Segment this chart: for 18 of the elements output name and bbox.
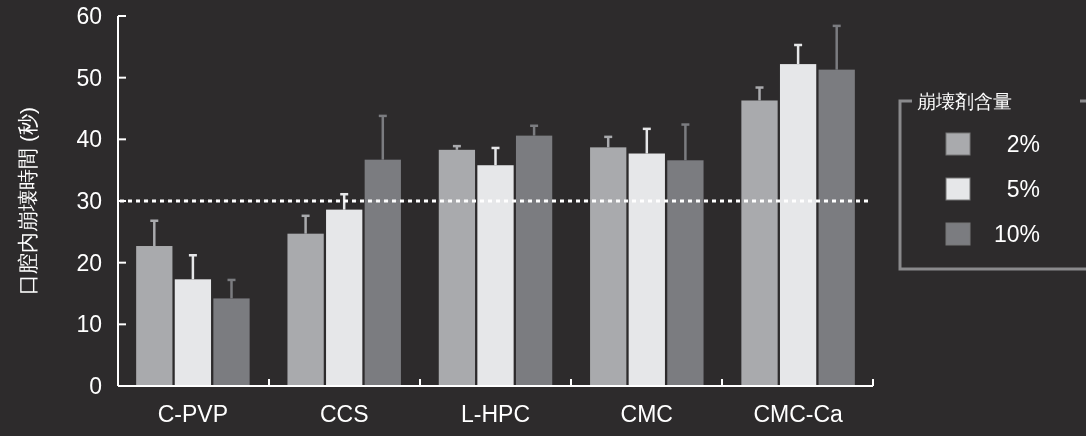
y-tick-label: 20: [76, 249, 102, 276]
x-tick-label: CCS: [319, 401, 369, 427]
y-axis-title: 口腔内崩壊時間 (秒): [16, 107, 39, 295]
y-tick-label: 50: [76, 64, 102, 91]
y-tick-label: 10: [76, 311, 102, 338]
y-tick-label: 40: [76, 126, 102, 153]
bar: [438, 149, 476, 386]
x-tick-label: CMC: [620, 401, 673, 427]
x-tick-label: C-PVP: [157, 401, 229, 427]
x-tick-label: L-HPC: [460, 401, 531, 427]
legend-label: 10%: [993, 221, 1040, 248]
legend-title: 崩壊剤含量: [917, 91, 1012, 112]
legend-label: 5%: [1006, 176, 1040, 203]
x-tick-label: CMC-Ca: [753, 401, 844, 427]
y-tick-label: 60: [76, 3, 102, 30]
y-tick-label: 30: [76, 188, 102, 215]
legend-label: 2%: [1006, 131, 1040, 158]
y-tick-label: 0: [89, 373, 102, 400]
